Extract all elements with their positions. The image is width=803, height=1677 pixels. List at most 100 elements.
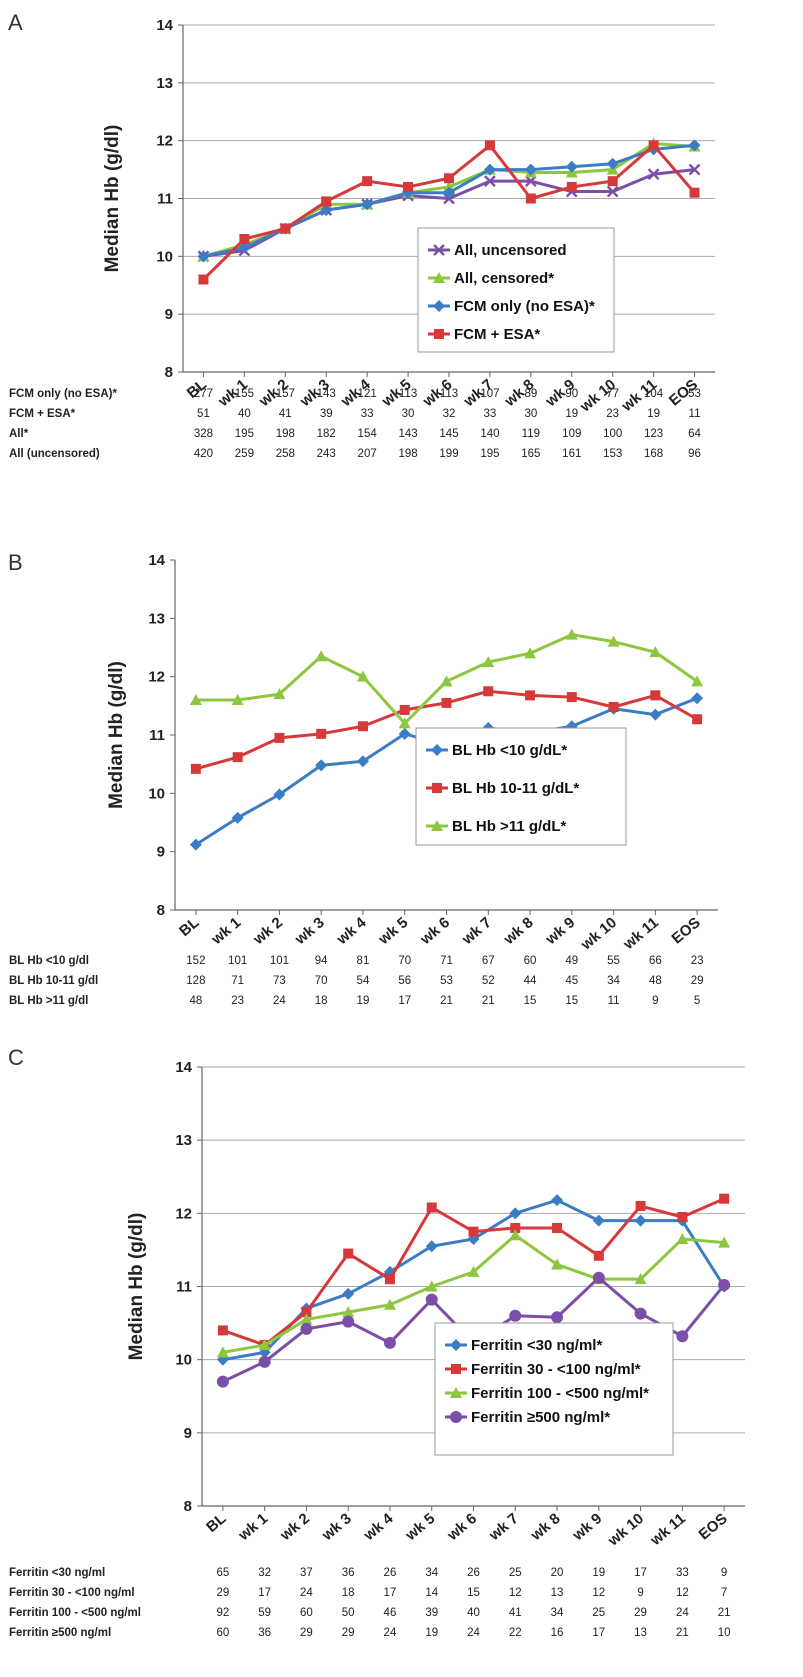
panel-letter: C xyxy=(8,1045,24,1070)
data-point xyxy=(592,1271,605,1284)
data-point xyxy=(273,688,286,700)
data-point xyxy=(551,1258,564,1270)
n-table-cell: 48 xyxy=(648,975,662,987)
n-table-cell: 10 xyxy=(717,1627,731,1639)
n-table-cell: 46 xyxy=(383,1607,397,1619)
n-table-cell: 60 xyxy=(216,1627,230,1639)
n-table-cell: 161 xyxy=(562,448,582,460)
x-tick-label: wk 6 xyxy=(416,914,453,949)
n-table-cell: 109 xyxy=(562,428,582,440)
legend-item: All, censored* xyxy=(428,270,554,287)
y-tick-label: 9 xyxy=(184,1425,192,1442)
n-table-cell: 36 xyxy=(341,1567,355,1579)
y-tick-label: 10 xyxy=(175,1352,192,1369)
n-table-cell: 18 xyxy=(314,995,328,1007)
y-axis-label: Median Hb (g/dl) xyxy=(126,1213,147,1361)
data-point xyxy=(649,646,662,658)
legend-label: BL Hb <10 g/dL* xyxy=(452,742,567,759)
x-tick-label: wk 5 xyxy=(402,1510,439,1545)
x-tick-label: wk 10 xyxy=(577,914,620,954)
legend-box xyxy=(434,1322,674,1456)
y-tick-label: 14 xyxy=(148,552,165,569)
n-table-cell: 123 xyxy=(644,428,664,440)
legend-marker xyxy=(434,329,444,339)
n-table-cell: 52 xyxy=(481,975,495,987)
y-tick-label: 8 xyxy=(165,364,173,381)
data-point xyxy=(551,1311,564,1324)
data-point xyxy=(316,728,327,739)
data-point xyxy=(189,694,202,705)
data-point xyxy=(190,763,201,774)
legend: BL Hb <10 g/dL* BL Hb 10-11 g/dL* BL Hb >1… xyxy=(415,727,627,846)
n-table-cell: 143 xyxy=(316,388,336,400)
n-table-cell: 25 xyxy=(508,1567,522,1579)
n-table-cell: 198 xyxy=(275,428,295,440)
data-point xyxy=(718,1279,731,1292)
n-table-row-label: All (uncensored) xyxy=(9,448,100,460)
n-table-row-label: BL Hb >11 g/dl xyxy=(9,995,89,1007)
n-table-cell: 21 xyxy=(717,1607,731,1619)
data-point xyxy=(231,694,244,705)
n-table-cell: 23 xyxy=(606,408,620,420)
n-table-cell: 29 xyxy=(341,1627,355,1639)
data-point xyxy=(216,1346,229,1358)
data-point xyxy=(524,647,537,659)
n-table-cell: 243 xyxy=(316,448,336,460)
legend-marker xyxy=(450,1339,462,1351)
n-table-cell: 19 xyxy=(647,408,660,420)
data-point xyxy=(398,717,411,729)
n-table-cell: 60 xyxy=(300,1607,313,1619)
data-point xyxy=(468,1226,479,1237)
y-tick-label: 8 xyxy=(184,1498,192,1515)
x-tick-label: wk 1 xyxy=(235,1510,272,1545)
data-point xyxy=(483,163,496,176)
n-table-cell: 15 xyxy=(565,995,579,1007)
data-point xyxy=(691,692,704,705)
n-table-cell: 17 xyxy=(383,1587,397,1599)
n-table-cell: 37 xyxy=(300,1567,313,1579)
data-point xyxy=(634,1273,647,1285)
n-table-cell: 29 xyxy=(690,975,704,987)
data-point xyxy=(441,697,452,708)
n-table-cell: 15 xyxy=(467,1587,480,1599)
data-point xyxy=(273,788,286,801)
legend-item: BL Hb >11 g/dL* xyxy=(426,818,566,835)
n-table-cell: 198 xyxy=(398,448,418,460)
data-point xyxy=(688,163,701,176)
n-table-cell: 152 xyxy=(186,955,206,967)
n-table-cell: 13 xyxy=(634,1627,647,1639)
series-bl-hb-10-11-g-dl xyxy=(190,686,703,774)
n-table-cell: 40 xyxy=(467,1607,480,1619)
n-table-cell: 39 xyxy=(425,1607,439,1619)
legend-item: Ferritin ≥500 ng/ml* xyxy=(445,1409,610,1426)
data-point xyxy=(510,1222,521,1233)
y-tick-label: 12 xyxy=(156,133,173,150)
data-point xyxy=(356,670,369,682)
data-point xyxy=(552,1222,563,1233)
data-point xyxy=(467,1265,480,1277)
n-table-cell: 51 xyxy=(197,408,210,420)
n-table-cell: 143 xyxy=(398,428,418,440)
n-table-cell: 155 xyxy=(234,388,254,400)
data-point xyxy=(425,1280,438,1292)
legend-marker xyxy=(451,1364,461,1374)
data-point xyxy=(509,1229,522,1241)
data-point xyxy=(565,628,578,640)
n-table-cell: 24 xyxy=(467,1627,480,1639)
n-table-cell: 259 xyxy=(234,448,254,460)
data-point xyxy=(677,1211,688,1222)
data-point xyxy=(634,1214,647,1227)
panel-letter: A xyxy=(8,10,23,35)
n-table-cell: 54 xyxy=(356,975,370,987)
n-table-cell: 182 xyxy=(316,428,336,440)
n-table-cell: 48 xyxy=(189,995,203,1007)
n-table-row: Ferritin 100 - <500 ng/ml 92 59 60 50 46 39 40 4… xyxy=(0,1607,803,1623)
n-table-cell: 33 xyxy=(675,1567,689,1579)
n-table-row: Ferritin 30 - <100 ng/ml 29 17 24 18 17 14 15 12… xyxy=(0,1587,803,1603)
n-table-cell: 67 xyxy=(481,955,495,967)
data-point xyxy=(607,176,618,187)
y-tick-label: 11 xyxy=(176,1279,192,1296)
n-table-cell: 328 xyxy=(193,428,214,440)
n-table-cell: 56 xyxy=(398,975,412,987)
